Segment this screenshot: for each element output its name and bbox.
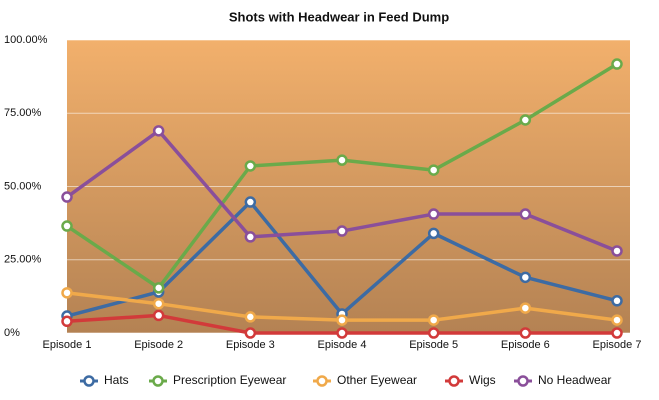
legend-text: Other Eyewear <box>337 373 417 387</box>
content: 0% 25.00% 50.00% 75.00% 100.00% Episode 1 Epis… <box>4 34 641 387</box>
data-point <box>336 327 348 339</box>
data-point <box>336 225 348 237</box>
data-point <box>244 311 257 323</box>
data-point <box>244 327 257 339</box>
data-point <box>519 114 532 126</box>
legend-marker <box>152 375 164 387</box>
data-point <box>519 208 532 220</box>
legend-text: No Headwear <box>538 373 611 387</box>
data-point <box>244 160 257 172</box>
data-point <box>61 220 73 232</box>
x-tick-label: Episode 7 <box>593 339 642 351</box>
y-tick-label: 25.00% <box>4 254 42 266</box>
legend-text: Hats <box>104 373 129 387</box>
data-point <box>61 287 73 299</box>
data-point <box>152 282 165 294</box>
data-point <box>611 295 623 307</box>
data-point <box>611 245 623 257</box>
x-tick-label: Episode 4 <box>318 339 367 351</box>
chart-title: Shots with Headwear in Feed Dump <box>229 9 449 24</box>
data-point <box>611 58 623 70</box>
data-point <box>427 327 440 339</box>
data-point <box>611 327 623 339</box>
data-point <box>61 191 73 203</box>
data-point <box>427 314 440 326</box>
data-point <box>519 271 532 284</box>
data-point <box>427 164 440 176</box>
x-tick-label: Episode 2 <box>134 339 183 351</box>
legend-text: Wigs <box>469 373 496 387</box>
x-tick-label: Episode 1 <box>43 339 92 351</box>
x-tick-label: Episode 6 <box>501 339 550 351</box>
data-point <box>427 227 440 240</box>
y-tick-label: 75.00% <box>4 107 42 119</box>
data-point <box>244 231 257 243</box>
data-point <box>611 314 623 326</box>
data-point <box>244 196 257 208</box>
legend-marker <box>448 375 460 387</box>
y-tick-label: 50.00% <box>4 180 42 192</box>
legend-marker <box>83 375 95 387</box>
data-point <box>336 154 348 166</box>
legend-marker <box>316 375 328 387</box>
data-point <box>152 309 165 322</box>
data-point <box>152 125 165 137</box>
x-tick-label: Episode 3 <box>226 339 275 351</box>
legend-marker <box>517 375 529 387</box>
legend-text: Prescription Eyewear <box>173 373 286 387</box>
data-point <box>336 314 348 326</box>
data-point <box>61 315 73 328</box>
data-point <box>152 297 165 310</box>
x-tick-label: Episode 5 <box>409 339 458 351</box>
y-tick-label: 100.00% <box>4 34 48 46</box>
y-tick-label: 0% <box>4 327 20 339</box>
data-point <box>427 208 440 220</box>
data-point <box>519 327 532 339</box>
data-point <box>519 302 532 314</box>
